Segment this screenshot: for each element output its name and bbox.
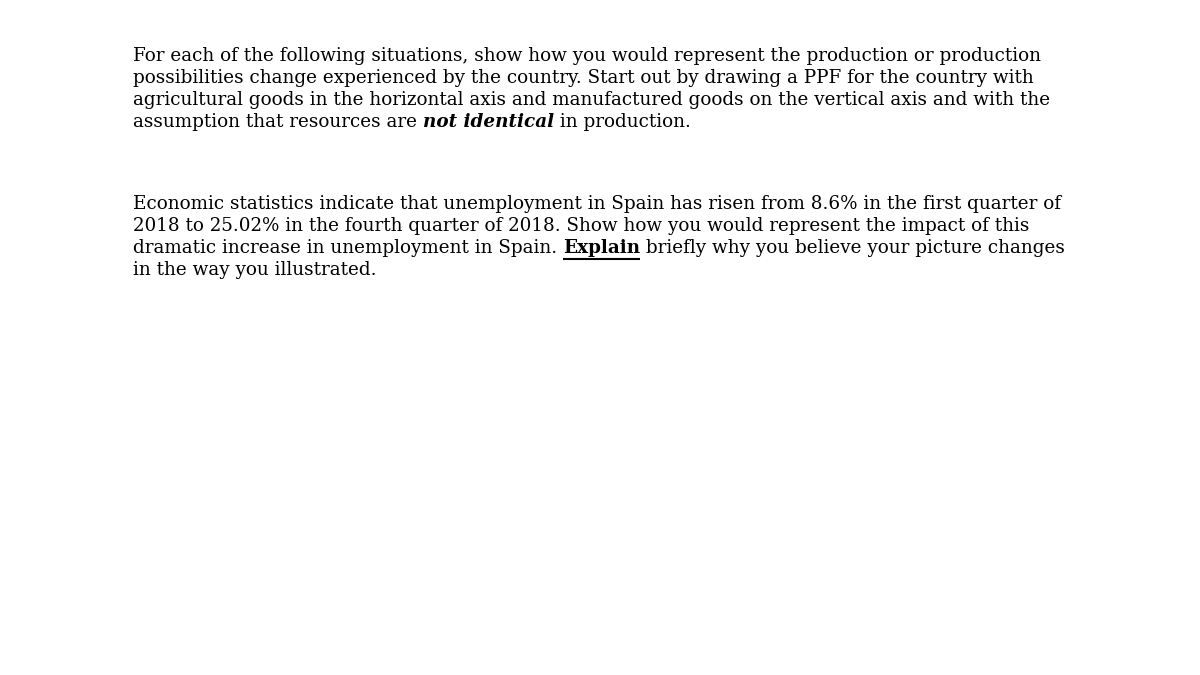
Text: dramatic increase in unemployment in Spain.: dramatic increase in unemployment in Spa… — [133, 239, 563, 257]
Text: agricultural goods in the horizontal axis and manufactured goods on the vertical: agricultural goods in the horizontal axi… — [133, 91, 1050, 109]
Text: Explain: Explain — [563, 239, 640, 257]
Text: assumption that resources are: assumption that resources are — [133, 113, 422, 131]
Text: not identical: not identical — [422, 113, 554, 131]
Text: For each of the following situations, show how you would represent the productio: For each of the following situations, sh… — [133, 47, 1042, 65]
Text: in the way you illustrated.: in the way you illustrated. — [133, 261, 377, 279]
Text: 2018 to 25.02% in the fourth quarter of 2018. Show how you would represent the i: 2018 to 25.02% in the fourth quarter of … — [133, 217, 1030, 235]
Text: possibilities change experienced by the country. Start out by drawing a PPF for : possibilities change experienced by the … — [133, 69, 1033, 87]
Text: in production.: in production. — [554, 113, 691, 131]
Text: Economic statistics indicate that unemployment in Spain has risen from 8.6% in t: Economic statistics indicate that unempl… — [133, 195, 1061, 213]
Text: briefly why you believe your picture changes: briefly why you believe your picture cha… — [640, 239, 1066, 257]
